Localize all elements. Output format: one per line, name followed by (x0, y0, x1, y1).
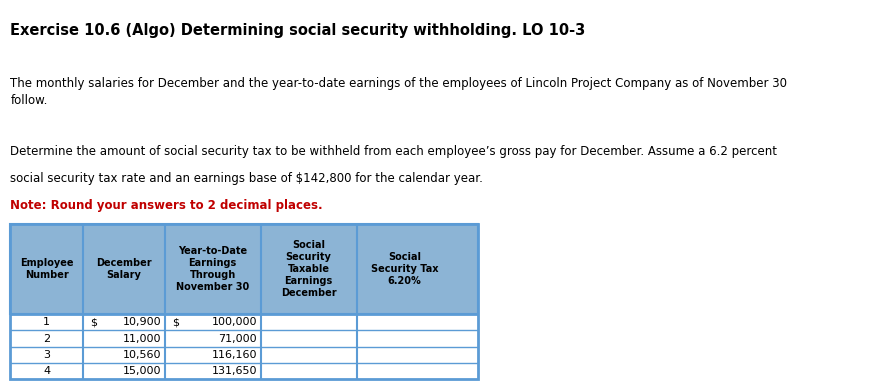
Text: social security tax rate and an earnings base of $142,800 for the calendar year.: social security tax rate and an earnings… (10, 172, 483, 185)
Text: Employee
Number: Employee Number (20, 259, 73, 280)
Text: 11,000: 11,000 (122, 334, 161, 344)
Text: 71,000: 71,000 (218, 334, 257, 344)
Text: 100,000: 100,000 (212, 317, 257, 327)
Text: $: $ (90, 317, 97, 327)
Bar (10, 330, 478, 347)
Text: 2: 2 (43, 334, 51, 344)
Bar (10, 224, 478, 314)
Text: 116,160: 116,160 (212, 350, 257, 360)
Text: $: $ (172, 317, 179, 327)
Text: 10,560: 10,560 (122, 350, 161, 360)
Text: 15,000: 15,000 (122, 366, 161, 376)
Text: Social
Security
Taxable
Earnings
December: Social Security Taxable Earnings Decembe… (281, 240, 336, 298)
Text: 10,900: 10,900 (122, 317, 161, 327)
Text: 131,650: 131,650 (212, 366, 257, 376)
Text: 4: 4 (43, 366, 51, 376)
Text: Social
Security Tax
6.20%: Social Security Tax 6.20% (371, 252, 438, 286)
Text: Exercise 10.6 (Algo) Determining social security withholding. LO 10-3: Exercise 10.6 (Algo) Determining social … (10, 23, 586, 38)
Bar (10, 363, 478, 379)
Bar (10, 347, 478, 363)
Text: Determine the amount of social security tax to be withheld from each employee’s : Determine the amount of social security … (10, 145, 778, 158)
Text: 1: 1 (43, 317, 50, 327)
Bar (10, 314, 478, 330)
Text: 3: 3 (43, 350, 50, 360)
Text: Note: Round your answers to 2 decimal places.: Note: Round your answers to 2 decimal pl… (10, 199, 323, 212)
Text: Year-to-Date
Earnings
Through
November 30: Year-to-Date Earnings Through November 3… (176, 247, 249, 292)
Text: December
Salary: December Salary (96, 259, 152, 280)
Text: The monthly salaries for December and the year-to-date earnings of the employees: The monthly salaries for December and th… (10, 77, 787, 108)
